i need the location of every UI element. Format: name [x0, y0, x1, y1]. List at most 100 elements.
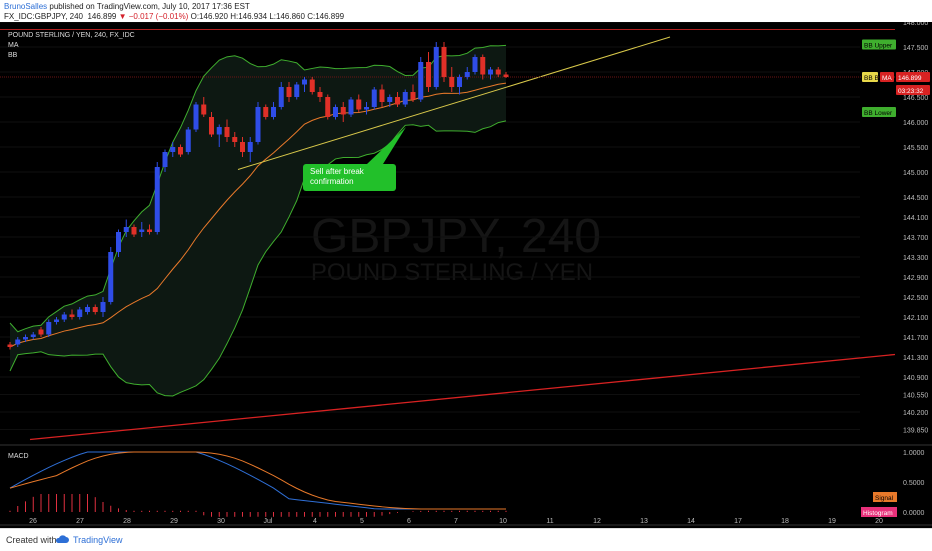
x-tick-label: 27: [76, 518, 84, 525]
candle-body: [247, 142, 253, 152]
watermark: GBPJPY, 240 POUND STERLING / YEN: [311, 210, 601, 286]
price-label-text-2: 146.899: [898, 75, 922, 82]
last-price: 146.899: [87, 12, 117, 21]
candle-body: [116, 232, 121, 252]
created-with-text: Created with: [6, 535, 57, 545]
histogram-badge-text: Histogram: [863, 510, 893, 517]
close-value: C:146.899: [307, 12, 345, 21]
price-label-0: [862, 39, 896, 50]
indicator-bb: BB: [8, 52, 18, 59]
macd-y-tick: 0.5000: [903, 480, 925, 487]
x-tick-label: 7: [454, 518, 458, 525]
x-tick-label: 19: [828, 518, 836, 525]
symbol-line: POUND STERLING / YEN, 240, FX_IDC: [8, 32, 135, 39]
candle-body: [15, 339, 21, 345]
candle-body: [23, 337, 28, 340]
x-tick-label: 13: [640, 518, 648, 525]
x-tick-label: 17: [734, 518, 742, 525]
y-tick-label: 139.850: [903, 428, 928, 435]
y-tick-label: 144.500: [903, 195, 928, 202]
high-value: H:146.934: [230, 12, 268, 21]
publish-header: BrunoSalles published on TradingView.com…: [0, 0, 932, 22]
candle-body: [426, 62, 431, 87]
y-tick-label: 143.300: [903, 255, 928, 262]
candle-body: [240, 142, 245, 152]
low-value: L:146.860: [269, 12, 305, 21]
candle-body: [123, 227, 129, 232]
candle-body: [356, 99, 362, 110]
candle-body: [69, 314, 75, 317]
candle-body: [410, 92, 416, 100]
candle-body: [85, 307, 90, 312]
candle-body: [139, 229, 145, 232]
candle-body: [61, 314, 67, 320]
macd-y-tick: 0.0000: [903, 510, 925, 517]
candle-body: [495, 69, 501, 75]
x-tick-label: 4: [313, 518, 317, 525]
candle-body: [317, 92, 323, 97]
candle-body: [100, 302, 106, 312]
candle-body: [7, 344, 13, 347]
y-tick-label: 141.300: [903, 355, 928, 362]
callout-box: [303, 164, 396, 191]
price-label-text-1: BB Basis: [864, 75, 891, 82]
candle-body: [255, 107, 261, 142]
candle-body: [488, 69, 493, 75]
candle-body: [147, 229, 152, 232]
footer: Created with TradingView: [0, 528, 932, 551]
candle-body: [108, 252, 114, 302]
candle-body: [333, 107, 338, 117]
candle-body: [395, 97, 400, 105]
candle-body: [263, 107, 269, 117]
tradingview-brand[interactable]: TradingView: [73, 535, 123, 545]
candle-body: [325, 97, 331, 117]
callout-text: confirmation: [310, 177, 354, 186]
signal-badge-text: Signal: [875, 495, 894, 502]
y-tick-label: 140.200: [903, 410, 928, 417]
x-tick-label: Jul: [264, 518, 273, 525]
watermark-name: POUND STERLING / YEN: [311, 259, 593, 286]
candle-body: [216, 127, 222, 135]
y-tick-label: 141.700: [903, 335, 928, 342]
price-label-1: [862, 72, 878, 82]
candle-body: [457, 77, 462, 87]
chart-area[interactable]: GBPJPY, 240 POUND STERLING / YEN Sell af…: [0, 20, 932, 528]
bb-upper: [9, 44, 507, 333]
candle-body: [402, 92, 408, 105]
author-link[interactable]: BrunoSalles: [4, 2, 48, 11]
candle-body: [348, 99, 354, 115]
callout-text: Sell after break: [310, 167, 365, 176]
candle-body: [371, 89, 377, 107]
x-tick-label: 10: [499, 518, 507, 525]
callout-pointer: [367, 127, 406, 164]
signal-line: [9, 451, 506, 510]
chart-svg[interactable]: GBPJPY, 240 POUND STERLING / YEN Sell af…: [0, 20, 932, 528]
change-text: ▼ −0.017 (−0.01%): [118, 12, 189, 21]
candle-body: [224, 127, 230, 137]
candle-body: [379, 89, 385, 102]
candle-body: [131, 227, 137, 235]
price-label-4: [880, 72, 894, 82]
publish-info: BrunoSalles published on TradingView.com…: [4, 2, 250, 11]
x-tick-label: 29: [170, 518, 178, 525]
candle-body: [364, 107, 369, 110]
candle-body: [472, 57, 478, 72]
macd-line: [9, 451, 506, 510]
candle-body: [449, 77, 455, 87]
y-tick-label: 143.700: [903, 235, 928, 242]
candle-body: [433, 47, 439, 87]
y-tick-label: 147.500: [903, 45, 928, 52]
y-tick-label: 140.550: [903, 393, 928, 400]
candle-body: [387, 97, 393, 102]
candle-body: [154, 167, 160, 232]
open-value: O:146.920: [190, 12, 228, 21]
candle-body: [278, 87, 284, 107]
y-tick-label: 144.100: [903, 215, 928, 222]
ma-line: [9, 82, 507, 348]
y-tick-label: 145.500: [903, 145, 928, 152]
candle-body: [209, 117, 214, 135]
candle-body: [77, 309, 83, 317]
x-tick-label: 18: [781, 518, 789, 525]
price-label-text-4: MA: [882, 75, 892, 82]
price-label-5: [862, 107, 896, 117]
